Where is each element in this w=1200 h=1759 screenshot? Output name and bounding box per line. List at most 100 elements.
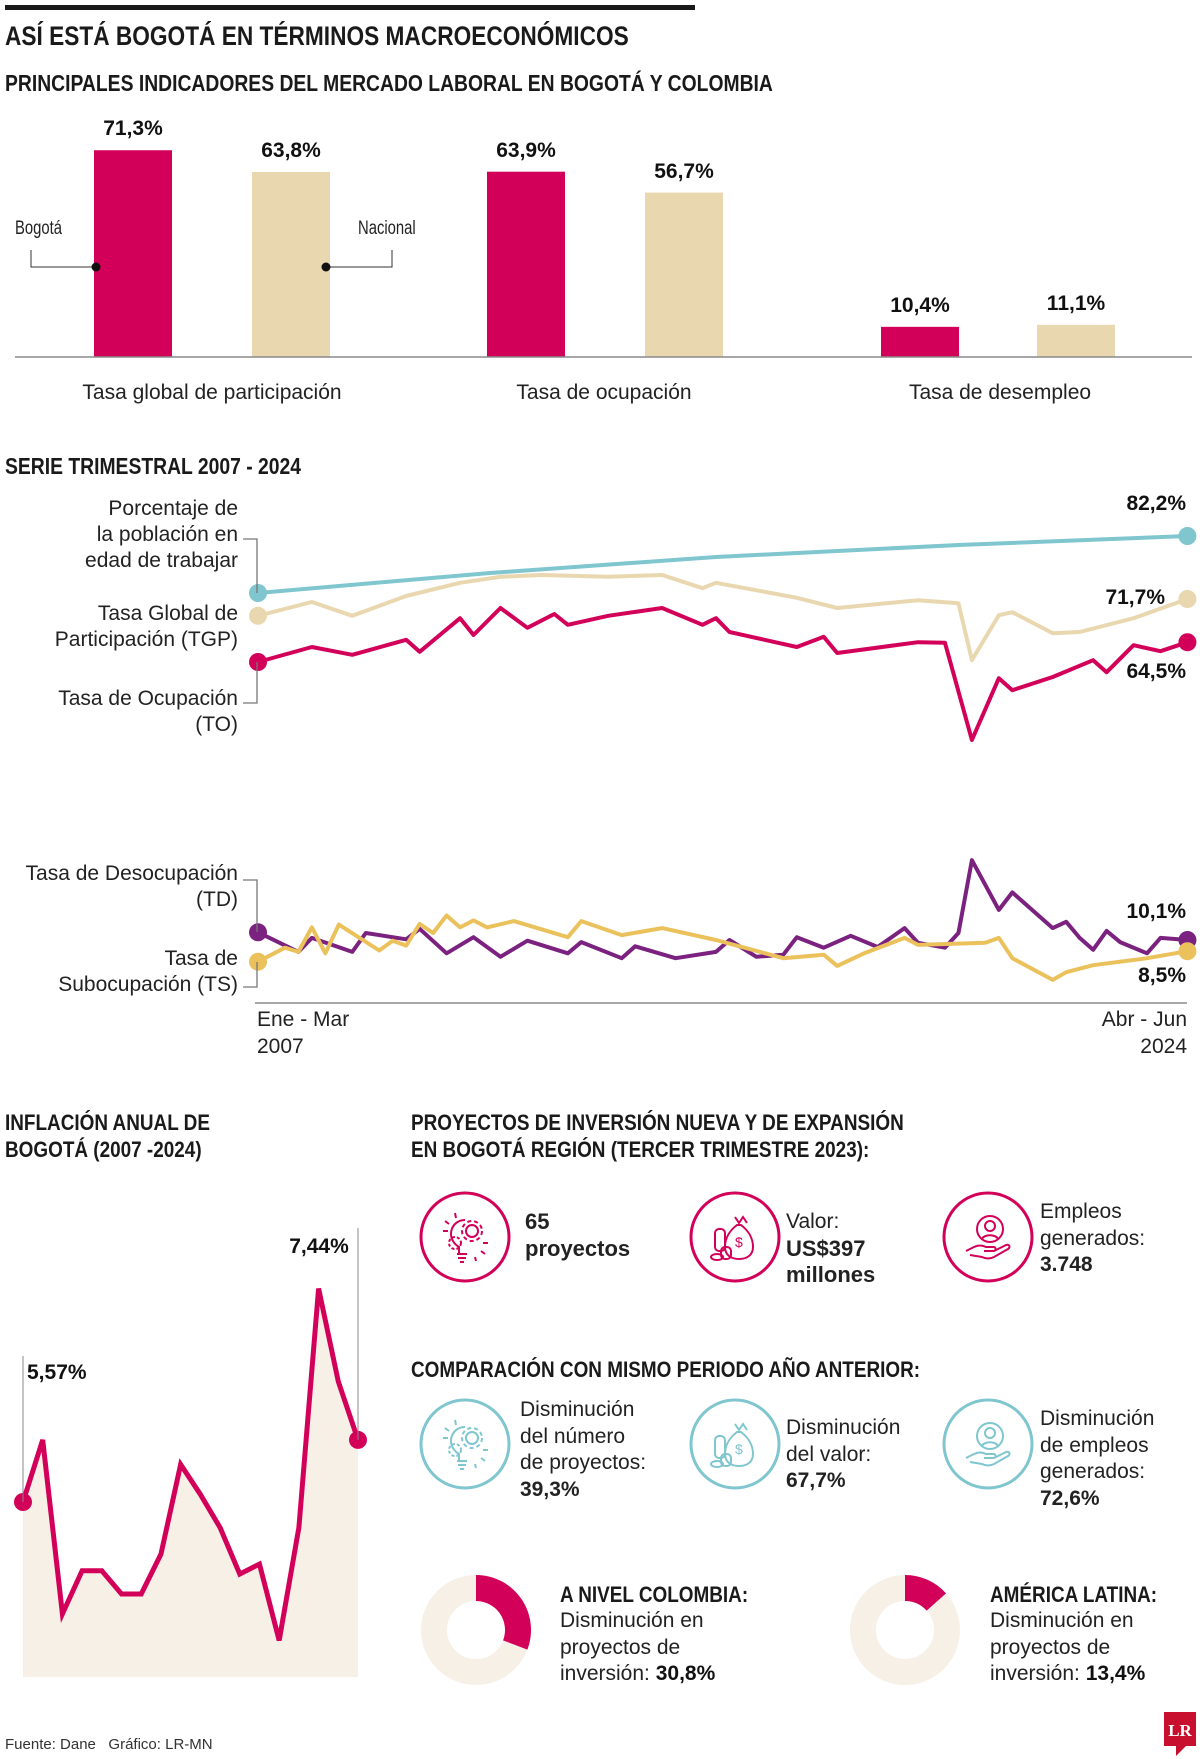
series-title: SERIE TRIMESTRAL 2007 - 2024 [5, 453, 301, 479]
bar-value-label: 63,8% [261, 138, 321, 162]
line-td-start-marker [249, 923, 267, 942]
text-line: inversión: [990, 1662, 1086, 1685]
inflation-line [20, 1288, 361, 1642]
lightbulb-gear-icon [442, 1212, 489, 1263]
investment-projects: 65 proyectos [525, 1209, 630, 1262]
text-line: inversión: [560, 1662, 656, 1685]
money-bag-icon-circle [689, 1191, 781, 1283]
line-tgp-start-marker [249, 606, 267, 625]
investment-title: PROYECTOS DE INVERSIÓN NUEVA Y DE EXPANS… [411, 1109, 904, 1163]
latam-text: Disminución en proyectos de inversión: 1… [990, 1608, 1145, 1688]
lightbulb-gear-icon-circle [419, 1398, 511, 1490]
title-line: INFLACIÓN ANUAL DE [5, 1110, 210, 1135]
bar-value-label: 56,7% [654, 159, 714, 183]
bar-nacional [645, 192, 723, 357]
line-poblacion-start-marker [249, 584, 267, 602]
title-line: BOGOTÁ (2007 -2024) [5, 1137, 202, 1162]
x-end-year: 2024 [1140, 1034, 1187, 1058]
line-to-start-marker [249, 653, 267, 671]
employee-hand-icon [965, 1215, 1011, 1260]
label-line: Subocupación (TS) [58, 973, 238, 996]
bar-nacional [252, 171, 330, 357]
x-end-period: Abr - Jun [1101, 1008, 1187, 1031]
inflation-title: INFLACIÓN ANUAL DE BOGOTÁ (2007 -2024) [5, 1109, 210, 1163]
line-tgp [257, 573, 1189, 663]
text-line: Disminución en [990, 1609, 1134, 1632]
x-end-label: Abr - Jun 2024 [1102, 1007, 1187, 1060]
label-line: Participación (TGP) [54, 628, 238, 651]
value-label: Valor: [786, 1210, 840, 1233]
label-td: Tasa de Desocupación (TD) [26, 861, 238, 913]
text-line: generados: [1040, 1460, 1146, 1483]
category-label-desempleo: Tasa de desempleo [908, 381, 1092, 404]
projects-unit: proyectos [525, 1235, 631, 1261]
line-ts-end-marker [1178, 942, 1197, 961]
to-bracket [243, 662, 258, 704]
bar-nacional [1037, 324, 1115, 357]
top-rule [5, 5, 695, 10]
end-label-ts: 8,5% [1138, 964, 1186, 987]
investment-jobs: Empleos generados: 3.748 [1040, 1199, 1145, 1279]
bar-chart-title: PRINCIPALES INDICADORES DEL MERCADO LABO… [5, 70, 773, 96]
lightbulb-gear-icon-circle [419, 1191, 511, 1283]
label-line: la población en [96, 523, 238, 546]
line-tgp-end-marker [1178, 590, 1197, 608]
text-line: de empleos [1040, 1433, 1149, 1457]
bar-chart [94, 150, 1115, 357]
inflation-end-label: 7,44% [289, 1235, 349, 1258]
comparison-value: 39,3% [520, 1477, 580, 1501]
line-to-end-marker [1178, 633, 1197, 652]
category-label-ocupacion: Tasa de ocupación [516, 381, 692, 404]
comparison-value: 72,6% [1040, 1486, 1100, 1510]
td-bracket [243, 879, 258, 932]
x-start-year: 2007 [257, 1034, 304, 1058]
money-bag-icon [710, 1423, 754, 1468]
text-line: Disminución [786, 1416, 901, 1439]
category-label-participacion: Tasa global de participación [82, 381, 342, 404]
footer: Fuente: Dane Gráfico: LR-MN [5, 1736, 213, 1753]
credit-text: Gráfico: LR-MN [108, 1736, 213, 1753]
line-ts-start-marker [249, 952, 267, 971]
comparison-title: COMPARACIÓN CON MISMO PERIODO AÑO ANTERI… [411, 1357, 921, 1382]
text-line: proyectos de [990, 1635, 1111, 1659]
label-line: edad de trabajar [85, 549, 238, 572]
label-line: Tasa de Ocupación [58, 687, 238, 710]
poblacion-bracket [243, 538, 258, 593]
bar-value-label: 10,4% [890, 293, 950, 317]
donut-slice [905, 1575, 947, 1611]
employee-hand-icon-circle [942, 1398, 1034, 1490]
line-ts [257, 913, 1188, 982]
text-line: Disminución en [560, 1609, 704, 1632]
nacional-leader-dot [321, 262, 331, 272]
bogota-leader-dot [91, 262, 101, 272]
colombia-value: 30,8% [655, 1662, 716, 1685]
bar-bogota [94, 150, 172, 357]
line-poblacion [257, 534, 1188, 595]
jobs-label: Empleos [1040, 1200, 1122, 1223]
bogota-leader-line [30, 250, 96, 268]
label-line: (TD) [196, 888, 238, 911]
money-bag-icon-circle [689, 1398, 781, 1490]
label-line: (TO) [195, 713, 238, 736]
text-line: del valor: [786, 1442, 872, 1466]
comparison-projects: Disminución del número de proyectos: 39,… [520, 1397, 646, 1503]
employee-hand-icon-circle [942, 1191, 1034, 1283]
end-label-tgp: 71,7% [1105, 586, 1165, 609]
latam-title: AMÉRICA LATINA: [990, 1582, 1158, 1607]
value-unit: millones [786, 1262, 876, 1287]
comparison-jobs: Disminución de empleos generados: 72,6% [1040, 1406, 1154, 1512]
text-line: de proyectos: [520, 1451, 647, 1474]
bar-value-label: 63,9% [496, 138, 556, 162]
end-label-td: 10,1% [1126, 900, 1186, 923]
donut-slice [476, 1575, 531, 1650]
end-label-to: 64,5% [1126, 660, 1186, 683]
inflation-area-chart [14, 1288, 367, 1677]
line-poblacion-end-marker [1178, 527, 1197, 545]
title-line: PROYECTOS DE INVERSIÓN NUEVA Y DE EXPANS… [411, 1110, 904, 1135]
x-start-label: Ene - Mar 2007 [257, 1007, 349, 1060]
value-amount: US$397 [786, 1235, 866, 1261]
label-poblacion: Porcentaje de la población en edad de tr… [85, 496, 238, 574]
x-start-period: Ene - Mar [257, 1008, 350, 1031]
